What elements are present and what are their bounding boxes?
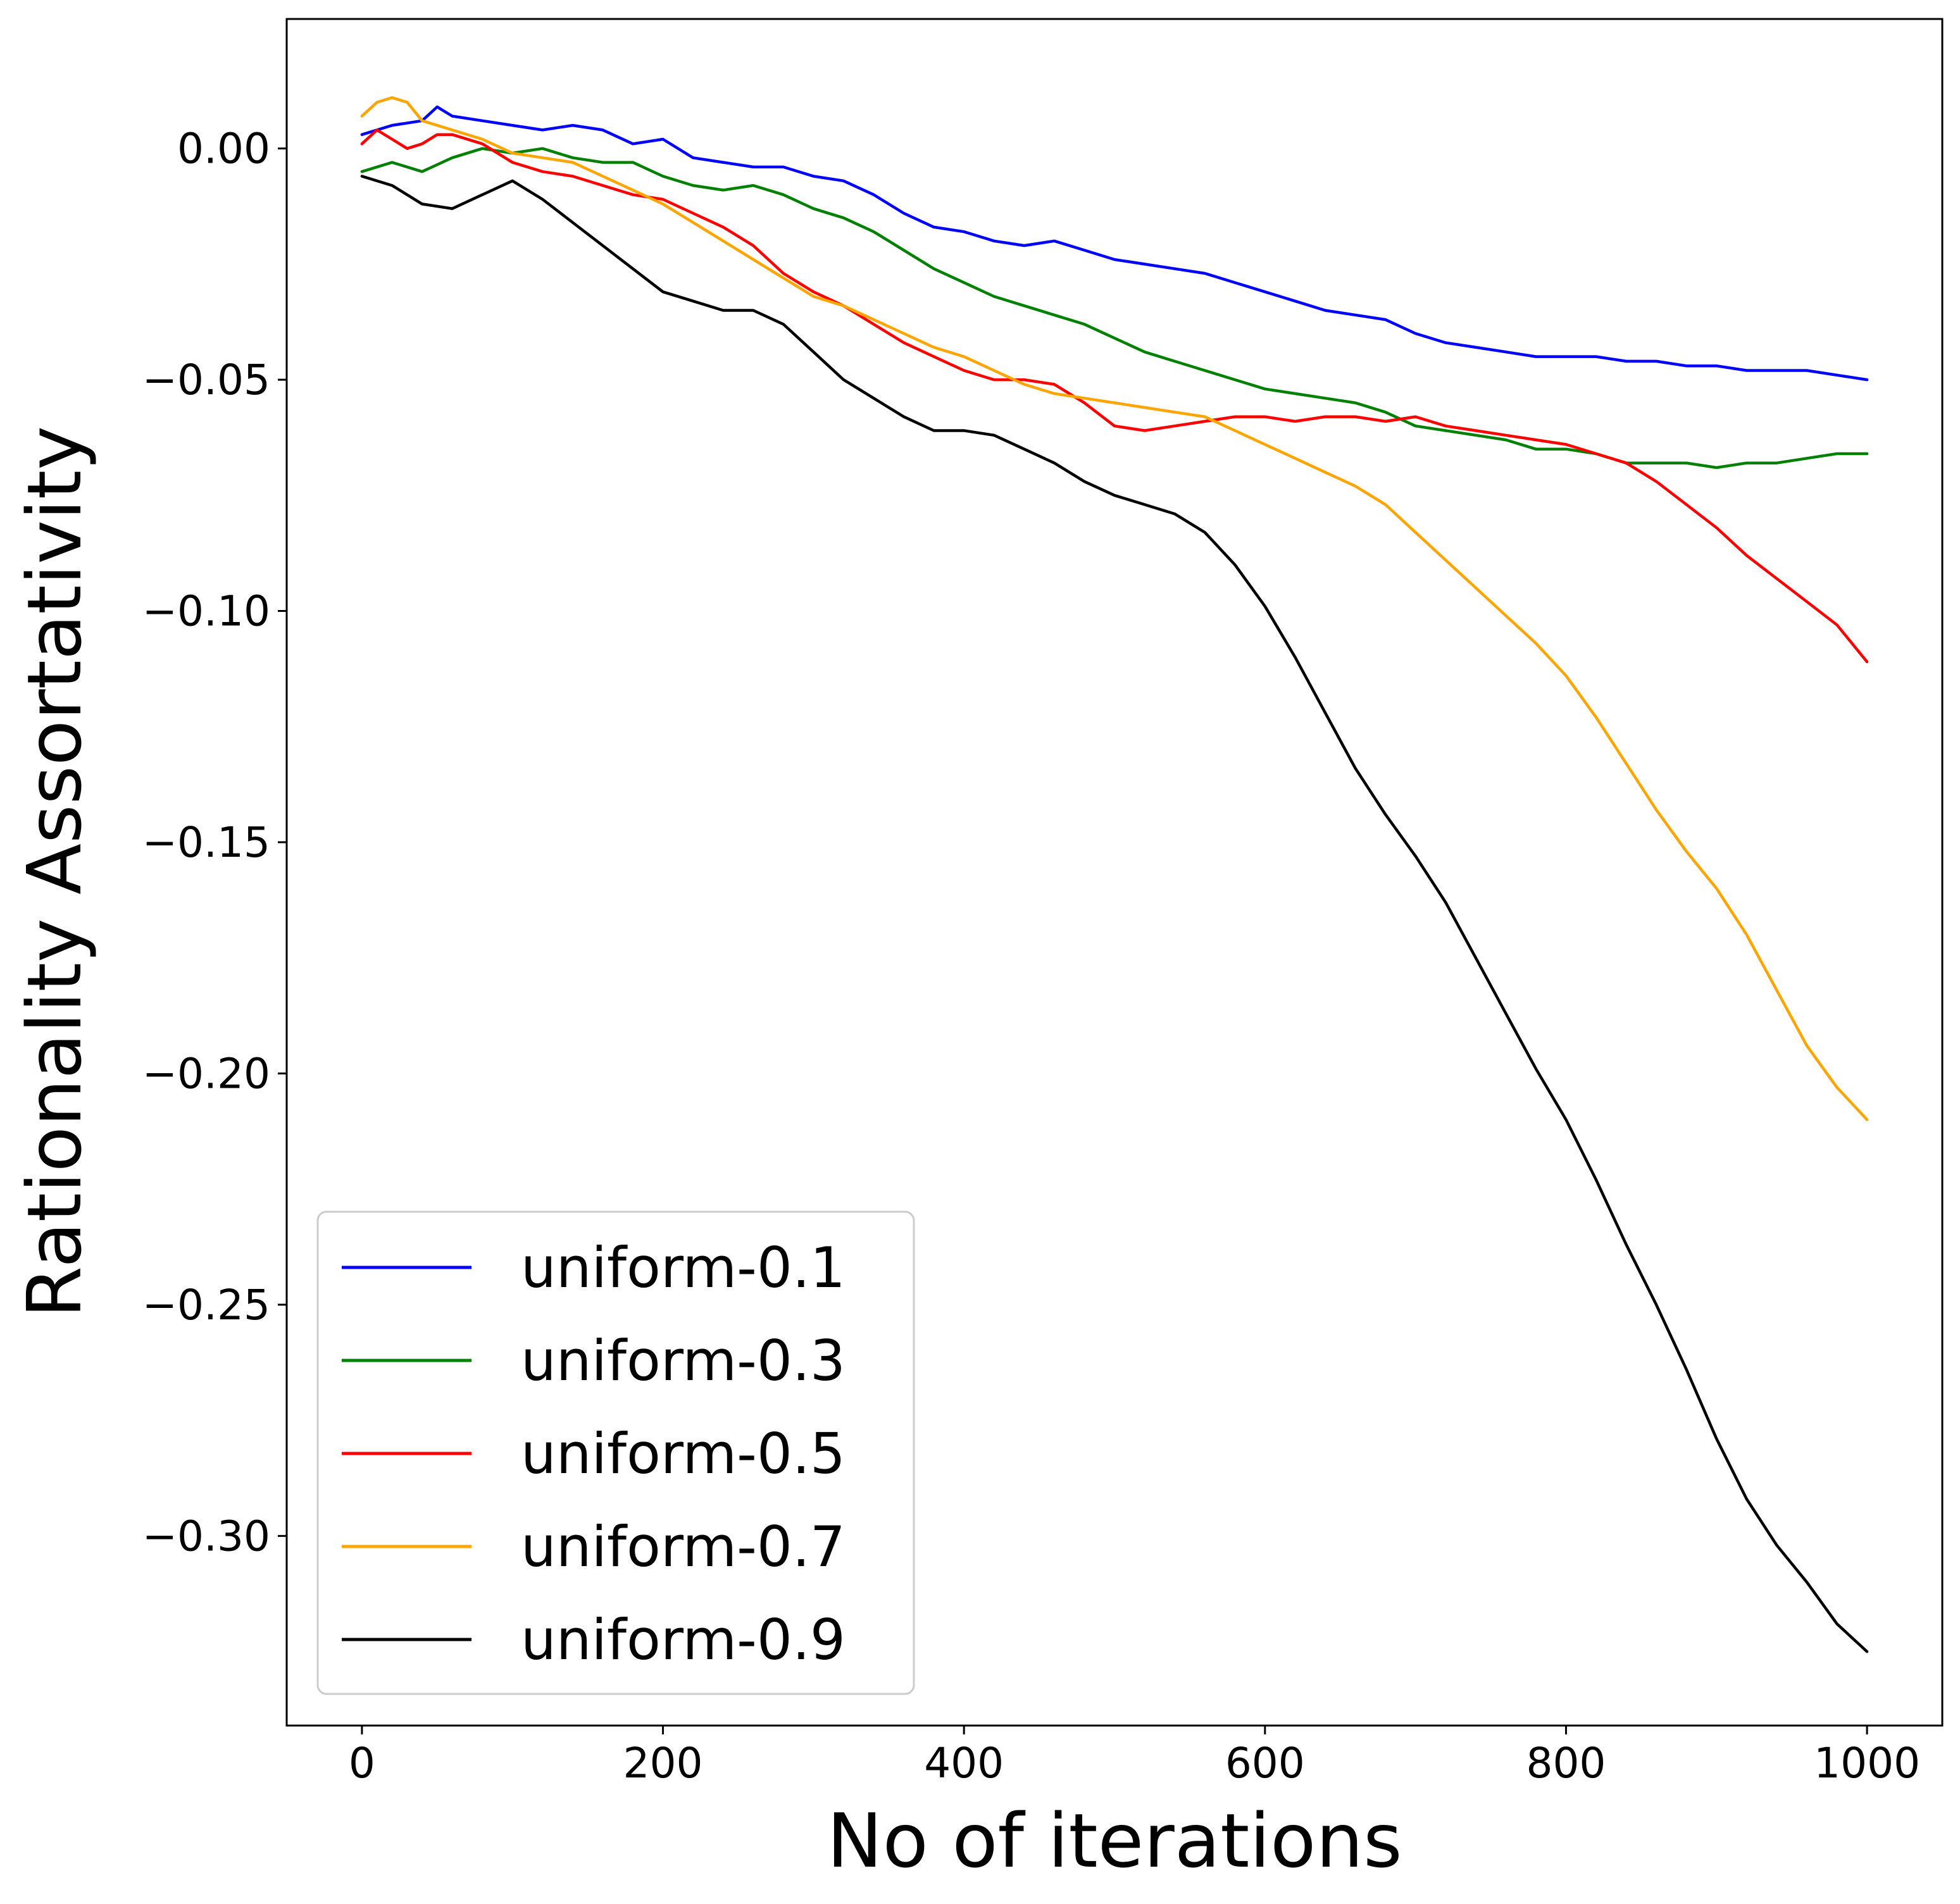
y-tick-label: 0.00 — [177, 125, 270, 173]
legend-label-uniform-0.9: uniform-0.9 — [521, 1607, 846, 1672]
y-axis-title: Rationality Assortativity — [11, 426, 98, 1318]
legend: uniform-0.1 uniform-0.3 uniform-0.5 uniform… — [316, 1210, 915, 1695]
legend-label-uniform-0.5: uniform-0.5 — [521, 1421, 846, 1486]
x-tick-label: 0 — [349, 1739, 375, 1788]
plot-frame — [285, 18, 1944, 1727]
series-line-uniform-0.1 — [360, 105, 1869, 382]
legend-label-uniform-0.3: uniform-0.3 — [521, 1328, 846, 1393]
series-lines — [360, 96, 1869, 1653]
y-tick-label: −0.15 — [142, 818, 270, 867]
series-line-uniform-0.7 — [360, 96, 1869, 1121]
x-axis: 0 200 400 600 800 1000 — [349, 1726, 1920, 1788]
legend-label-uniform-0.1: uniform-0.1 — [521, 1235, 846, 1300]
legend-label-uniform-0.7: uniform-0.7 — [521, 1514, 846, 1579]
y-tick-label: −0.25 — [142, 1281, 270, 1329]
series-line-uniform-0.9 — [360, 175, 1869, 1653]
y-tick-label: −0.05 — [142, 356, 270, 404]
series-line-uniform-0.5 — [360, 128, 1869, 664]
y-axis: 0.00 −0.05 −0.10 −0.15 −0.20 −0.25 −0.30 — [142, 125, 287, 1560]
x-tick-label: 600 — [1225, 1739, 1305, 1788]
x-tick-label: 1000 — [1814, 1739, 1920, 1788]
x-tick-label: 400 — [924, 1739, 1004, 1788]
x-tick-label: 800 — [1526, 1739, 1606, 1788]
x-axis-title: No of iterations — [827, 1797, 1402, 1884]
y-tick-label: −0.10 — [142, 587, 270, 636]
legend-box — [316, 1210, 915, 1695]
x-tick-label: 200 — [623, 1739, 703, 1788]
y-tick-label: −0.20 — [142, 1049, 270, 1098]
y-tick-label: −0.30 — [142, 1512, 270, 1560]
